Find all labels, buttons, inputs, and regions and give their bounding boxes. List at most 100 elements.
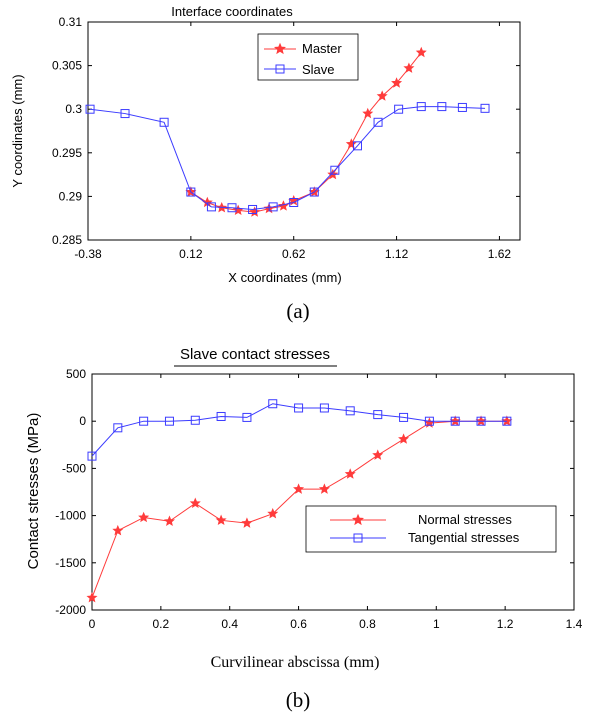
data-point-slave [268,202,278,212]
data-point-tangential-stresses [216,411,226,421]
chart-a-title: Interface coordinates [171,4,293,19]
data-point-tangential-stresses [399,412,409,422]
data-point-slave [289,198,299,208]
data-point-normal-stresses [86,591,98,603]
chart-b-xlabel: Curvilinear abscissa (mm) [211,654,380,671]
data-point-slave [457,102,467,112]
data-point-tangential-stresses [294,403,304,413]
data-point-normal-stresses [372,449,384,460]
data-point-master [403,62,415,73]
chart-a-caption: (a) [286,299,309,323]
data-point-normal-stresses [344,468,356,479]
data-point-tangential-stresses [502,416,512,426]
data-point-master [362,107,374,119]
data-point-slave [480,103,490,113]
legend-slave-marker [275,64,285,74]
data-point-tangential-stresses [87,451,97,461]
chart-b-yticks: -2000 -1500 -1000 -500 0 500 [55,367,574,617]
y-tick-label: 500 [66,367,86,381]
chart-b-caption: (b) [286,688,311,712]
data-point-normal-stresses [163,515,175,526]
data-point-slave [206,202,216,212]
data-point-normal-stresses [318,483,330,494]
data-point-normal-stresses [241,517,253,528]
data-point-tangential-stresses [424,416,434,426]
x-tick-label: 0.12 [179,247,203,261]
chart-a-legend: Master Slave [257,33,359,81]
chart-a-yticks: 0.285 0.29 0.295 0.3 0.305 0.31 [52,15,520,247]
data-point-tangential-stresses [450,416,460,426]
y-tick-label: 0 [79,414,86,428]
data-point-master [391,77,403,88]
data-point-tangential-stresses [345,406,355,416]
data-point-tangential-stresses [268,399,278,409]
y-tick-label: -1000 [55,509,86,523]
y-tick-label: 0.305 [52,59,82,73]
data-point-slave [309,187,319,197]
y-tick-label: 0.295 [52,146,82,160]
series-line-tangential-stresses [91,403,507,457]
y-tick-label: -500 [62,461,86,475]
data-point-normal-stresses [112,524,124,536]
data-point-slave [416,102,426,112]
data-point-normal-stresses [138,511,150,523]
chart-slave-contact-stresses: Slave contact stresses Curvilinear absci… [25,346,583,712]
data-point-slave [330,165,340,175]
chart-interface-coordinates: Interface coordinates X coordinates (mm)… [10,4,521,323]
data-point-slave [120,109,130,119]
y-tick-label: 0.31 [59,15,83,29]
chart-b-xticks: 0 0.2 0.4 0.6 0.8 1 1.2 1.4 [89,374,583,631]
data-point-slave [227,203,237,213]
y-tick-label: -2000 [55,603,86,617]
data-point-slave [85,104,95,114]
data-point-tangential-stresses [373,410,383,420]
y-tick-label: 0.29 [59,189,83,203]
data-point-normal-stresses [189,497,201,509]
data-point-normal-stresses [398,433,410,444]
data-point-tangential-stresses [113,423,123,433]
data-point-slave [159,117,169,127]
x-tick-label: 0.2 [153,617,170,631]
x-tick-label: 1.4 [566,617,583,631]
legend-normal-marker [352,513,364,526]
x-tick-label: 0.8 [359,617,376,631]
x-tick-label: 1.12 [385,247,409,261]
y-tick-label: 0.3 [65,102,82,116]
data-point-slave [186,187,196,197]
data-point-tangential-stresses [190,415,200,425]
series-line-master [190,52,422,213]
data-point-slave [394,104,404,114]
chart-b-title: Slave contact stresses [180,346,330,363]
data-point-slave [373,117,383,127]
chart-a-series [85,46,490,217]
data-point-tangential-stresses [164,416,174,426]
data-point-normal-stresses [215,514,227,526]
chart-b-legend-box [305,505,557,553]
chart-b-ylabel: Contact stresses (MPa) [25,413,42,570]
data-point-slave [352,141,362,151]
legend-master-marker [274,42,286,55]
chart-b-series [86,399,513,603]
x-tick-label: 0.62 [282,247,306,261]
data-point-normal-stresses [267,507,279,519]
x-tick-label: -0.38 [74,247,102,261]
data-point-master [376,90,388,101]
x-tick-label: 0.6 [290,617,307,631]
data-point-slave [437,102,447,112]
data-point-tangential-stresses [242,412,252,422]
x-tick-label: 1 [433,617,440,631]
y-tick-label: 0.285 [52,233,82,247]
legend-slave-label: Slave [302,62,335,77]
data-point-tangential-stresses [319,403,329,413]
plot-area-b [91,373,575,611]
data-point-tangential-stresses [139,416,149,426]
series-line-slave [89,106,486,210]
chart-a-xticks: -0.38 0.12 0.62 1.12 1.62 [74,22,511,261]
legend-tangential-label: Tangential stresses [408,530,520,545]
chart-a-xlabel: X coordinates (mm) [228,270,341,285]
data-point-normal-stresses [293,483,305,494]
data-point-tangential-stresses [476,416,486,426]
x-tick-label: 1.62 [488,247,512,261]
data-point-slave [248,204,258,214]
legend-tangential-marker [353,533,363,543]
